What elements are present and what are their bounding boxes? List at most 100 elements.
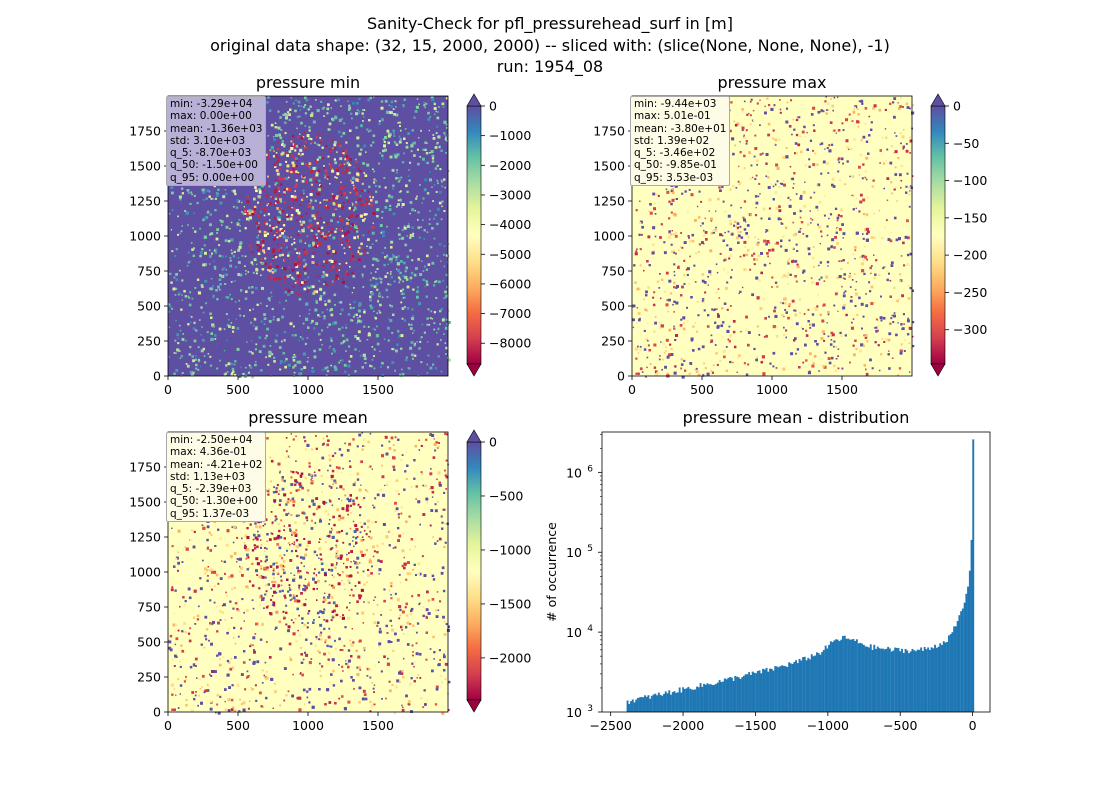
map-pixel (338, 361, 341, 364)
map-pixel (721, 185, 724, 189)
map-pixel (813, 306, 817, 310)
map-pixel (839, 179, 841, 181)
map-pixel (673, 233, 676, 236)
map-pixel (670, 243, 673, 246)
map-pixel (645, 358, 647, 360)
map-pixel (795, 280, 798, 283)
map-pixel (426, 192, 430, 195)
map-pixel (632, 326, 635, 329)
map-pixel (239, 225, 241, 227)
map-pixel (333, 143, 337, 147)
map-pixel (668, 200, 671, 203)
map-pixel (276, 126, 279, 129)
stats-line: std: 3.10e+03 (170, 134, 246, 147)
map-pixel (756, 325, 759, 328)
map-pixel (817, 209, 819, 212)
map-pixel (784, 309, 787, 311)
map-pixel (755, 174, 758, 177)
map-pixel (446, 347, 449, 350)
map-pixel (260, 203, 262, 205)
map-pixel (675, 198, 678, 200)
map-pixel (401, 206, 403, 208)
map-pixel (249, 309, 251, 312)
map-pixel (363, 265, 366, 268)
map-pixel (701, 279, 705, 283)
map-pixel (375, 277, 378, 281)
map-pixel (363, 325, 366, 328)
map-pixel (701, 222, 704, 225)
map-pixel (774, 242, 777, 245)
map-pixel (753, 155, 756, 158)
map-pixel (270, 196, 272, 198)
map-pixel (852, 109, 856, 112)
map-pixel (328, 232, 330, 235)
map-pixel (364, 174, 368, 177)
map-pixel (768, 207, 771, 210)
map-pixel (373, 181, 376, 184)
map-pixel (344, 232, 348, 236)
map-pixel (799, 216, 802, 219)
map-pixel (256, 240, 260, 244)
map-pixel (217, 188, 220, 191)
map-pixel (881, 137, 884, 139)
map-pixel (316, 237, 318, 239)
map-pixel (874, 273, 877, 276)
map-pixel (180, 230, 183, 233)
map-pixel (185, 211, 189, 215)
map-pixel (774, 138, 778, 142)
map-pixel (680, 246, 682, 248)
map-pixel (854, 105, 858, 109)
panel-title-min: pressure min (255, 73, 361, 92)
map-pixel (284, 132, 287, 134)
map-pixel (639, 264, 642, 267)
map-pixel (785, 311, 788, 314)
map-pixel (281, 229, 285, 232)
map-pixel (301, 153, 304, 156)
map-pixel (660, 278, 664, 281)
map-pixel (734, 123, 738, 127)
map-pixel (731, 137, 735, 141)
map-pixel (271, 224, 275, 228)
map-pixel (179, 198, 182, 201)
map-pixel (310, 183, 313, 186)
map-pixel (290, 207, 292, 209)
map-pixel (346, 270, 348, 273)
map-pixel (288, 248, 291, 250)
map-pixel (818, 225, 822, 229)
map-pixel (317, 243, 320, 247)
map-pixel (179, 269, 181, 272)
map-pixel (386, 296, 389, 298)
map-pixel (332, 203, 336, 206)
map-pixel (838, 260, 841, 263)
map-pixel (667, 310, 669, 313)
map-pixel (374, 317, 377, 320)
map-pixel (890, 192, 894, 195)
map-pixel (645, 375, 647, 378)
map-pixel (378, 294, 381, 297)
map-pixel (426, 317, 429, 320)
map-pixel (356, 214, 359, 217)
map-pixel (886, 199, 889, 201)
map-pixel (673, 281, 676, 285)
map-pixel (831, 177, 835, 181)
map-pixel (341, 359, 344, 362)
map-pixel (282, 177, 285, 181)
map-pixel (823, 195, 826, 198)
map-pixel (837, 129, 841, 132)
map-pixel (807, 371, 811, 375)
map-pixel (822, 110, 825, 113)
map-pixel (229, 293, 231, 296)
map-pixel (230, 281, 233, 283)
map-pixel (171, 209, 174, 212)
map-pixel (782, 179, 785, 182)
map-pixel (419, 341, 422, 343)
map-pixel (416, 286, 419, 289)
map-pixel (417, 137, 420, 139)
map-pixel (893, 152, 895, 154)
map-pixel (228, 325, 231, 328)
map-pixel (204, 279, 208, 283)
map-pixel (256, 303, 259, 306)
map-pixel (384, 136, 388, 139)
map-pixel (363, 213, 367, 216)
map-pixel (395, 153, 399, 157)
